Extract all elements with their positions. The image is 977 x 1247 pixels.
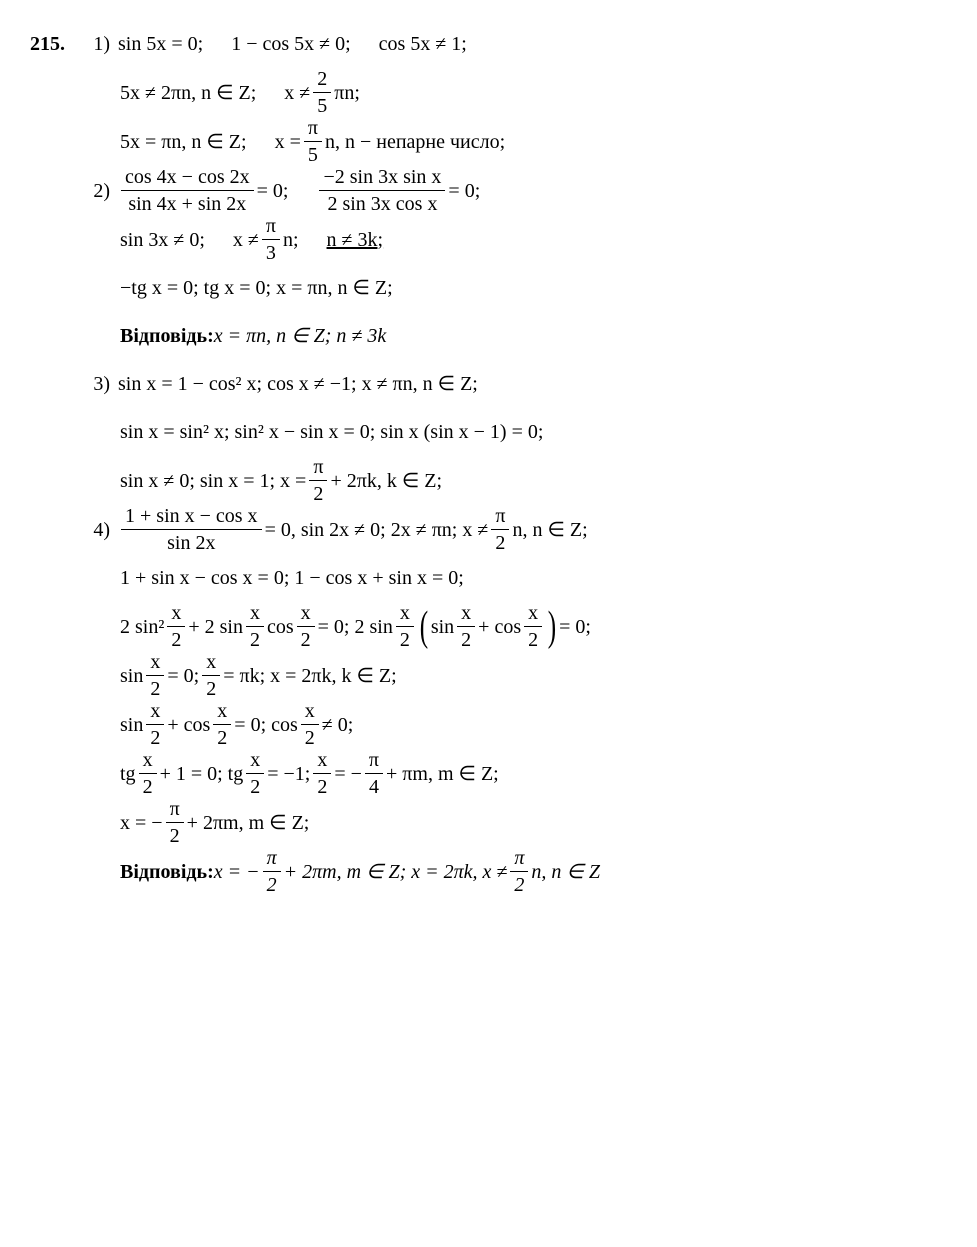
- answer-text: + 2πm, m ∈ Z; x = 2πk, x ≠: [284, 848, 508, 896]
- eq-underline: n ≠ 3k;: [327, 216, 384, 264]
- eq: + πm, m ∈ Z;: [386, 750, 499, 798]
- fraction: x2: [297, 602, 315, 651]
- p4-line5: sin x2 + cos x2 = 0; cos x2 ≠ 0;: [120, 700, 947, 749]
- eq: sin x = sin² x; sin² x − sin x = 0; sin …: [120, 408, 543, 456]
- p3-line2: sin x = sin² x; sin² x − sin x = 0; sin …: [120, 408, 947, 456]
- eq: = −1;: [267, 750, 310, 798]
- p3-line1: 3) sin x = 1 − cos² x; cos x ≠ −1; x ≠ π…: [80, 360, 947, 408]
- fraction: π2: [166, 798, 184, 847]
- fraction: π 2: [309, 456, 327, 505]
- eq: x =: [275, 118, 301, 166]
- p4-line6: tg x2 + 1 = 0; tg x2 = −1; x2 = − π4 + π…: [120, 749, 947, 798]
- fraction: π 2: [491, 505, 509, 554]
- fraction: x2: [396, 602, 414, 651]
- eq: tg: [120, 750, 136, 798]
- fraction: cos 4x − cos 2x sin 4x + sin 2x: [121, 166, 254, 215]
- p2-answer: Відповідь: x = πn, n ∈ Z; n ≠ 3k: [120, 312, 947, 360]
- eq: + 2πk, k ∈ Z;: [330, 457, 442, 505]
- fraction: π2: [263, 847, 281, 896]
- problem-number: 215.: [30, 20, 80, 68]
- eq: + 2πm, m ∈ Z;: [187, 799, 310, 847]
- eq: = 0;: [257, 167, 289, 215]
- eq: 1 + sin x − cos x = 0; 1 − cos x + sin x…: [120, 554, 464, 602]
- eq: sin 3x ≠ 0;: [120, 216, 205, 264]
- sub-num-3: 3): [80, 360, 110, 408]
- fraction: x2: [313, 749, 331, 798]
- fraction: π 3: [262, 215, 280, 264]
- eq: sin x = 1 − cos² x; cos x ≠ −1; x ≠ πn, …: [118, 360, 478, 408]
- eq: n;: [283, 216, 299, 264]
- fraction: x2: [202, 651, 220, 700]
- answer-text: x = −: [214, 848, 260, 896]
- fraction: x2: [524, 602, 542, 651]
- fraction: 1 + sin x − cos x sin 2x: [121, 505, 262, 554]
- eq: x ≠: [284, 69, 310, 117]
- p1-line2: 5x ≠ 2πn, n ∈ Z; x ≠ 2 5 πn;: [120, 68, 947, 117]
- p4-line1: 4) 1 + sin x − cos x sin 2x = 0, sin 2x …: [80, 505, 947, 554]
- eq: = 0; 2 sin: [318, 603, 393, 651]
- p4-line3: 2 sin² x2 + 2 sin x2 cos x2 = 0; 2 sin x…: [120, 602, 947, 651]
- answer-label: Відповідь:: [120, 312, 214, 360]
- fraction: −2 sin 3x sin x 2 sin 3x cos x: [319, 166, 445, 215]
- eq: = 0; cos: [234, 701, 298, 749]
- answer-text: n, n ∈ Z: [531, 848, 600, 896]
- eq: + cos: [167, 701, 210, 749]
- p1-line3: 5x = πn, n ∈ Z; x = π 5 n, n − непарне ч…: [120, 117, 947, 166]
- fraction: x2: [167, 602, 185, 651]
- eq: + cos: [478, 603, 521, 651]
- eq: + 2 sin: [188, 603, 243, 651]
- p2-line3: −tg x = 0; tg x = 0; x = πn, n ∈ Z;: [120, 264, 947, 312]
- eq: x ≠: [233, 216, 259, 264]
- eq: sin x ≠ 0; sin x = 1; x =: [120, 457, 306, 505]
- eq: = 0, sin 2x ≠ 0; 2x ≠ πn; x ≠: [265, 506, 489, 554]
- p1-line1: 215. 1) sin 5x = 0; 1 − cos 5x ≠ 0; cos …: [30, 20, 947, 68]
- p4-answer: Відповідь: x = − π2 + 2πm, m ∈ Z; x = 2π…: [120, 847, 947, 896]
- fraction: x2: [139, 749, 157, 798]
- fraction: x2: [246, 602, 264, 651]
- eq: n, n − непарне число;: [325, 118, 505, 166]
- eq: = 0;: [167, 652, 199, 700]
- eq: sin: [431, 603, 454, 651]
- eq: πn;: [334, 69, 360, 117]
- eq: 2 sin²: [120, 603, 164, 651]
- eq: = 0;: [448, 167, 480, 215]
- fraction: x2: [146, 651, 164, 700]
- eq: 1 − cos 5x ≠ 0;: [231, 20, 350, 68]
- fraction: π4: [365, 749, 383, 798]
- fraction: x2: [457, 602, 475, 651]
- eq: −tg x = 0; tg x = 0; x = πn, n ∈ Z;: [120, 264, 393, 312]
- fraction: x2: [301, 700, 319, 749]
- eq: + 1 = 0; tg: [160, 750, 244, 798]
- fraction: π 5: [304, 117, 322, 166]
- eq: ≠ 0;: [322, 701, 354, 749]
- p2-line2: sin 3x ≠ 0; x ≠ π 3 n; n ≠ 3k;: [120, 215, 947, 264]
- p2-line1: 2) cos 4x − cos 2x sin 4x + sin 2x = 0; …: [80, 166, 947, 215]
- fraction: x2: [246, 749, 264, 798]
- eq: 5x ≠ 2πn, n ∈ Z;: [120, 69, 256, 117]
- eq: sin: [120, 701, 143, 749]
- eq: cos: [267, 603, 294, 651]
- answer-text: x = πn, n ∈ Z; n ≠ 3k: [214, 312, 386, 360]
- fraction: π2: [510, 847, 528, 896]
- sub-num-4: 4): [80, 506, 110, 554]
- fraction: x2: [146, 700, 164, 749]
- eq: cos 5x ≠ 1;: [379, 20, 467, 68]
- eq: sin 5x = 0;: [118, 20, 203, 68]
- eq: 5x = πn, n ∈ Z;: [120, 118, 247, 166]
- p4-line4: sin x2 = 0; x2 = πk; x = 2πk, k ∈ Z;: [120, 651, 947, 700]
- p4-line2: 1 + sin x − cos x = 0; 1 − cos x + sin x…: [120, 554, 947, 602]
- p3-line3: sin x ≠ 0; sin x = 1; x = π 2 + 2πk, k ∈…: [120, 456, 947, 505]
- sub-num-2: 2): [80, 167, 110, 215]
- eq: x = −: [120, 799, 163, 847]
- p4-line7: x = − π2 + 2πm, m ∈ Z;: [120, 798, 947, 847]
- eq: = −: [334, 750, 362, 798]
- sub-num-1: 1): [80, 20, 110, 68]
- fraction: 2 5: [313, 68, 331, 117]
- answer-label: Відповідь:: [120, 848, 214, 896]
- eq: sin: [120, 652, 143, 700]
- eq: = πk; x = 2πk, k ∈ Z;: [223, 652, 397, 700]
- eq: = 0;: [559, 603, 591, 651]
- eq: n, n ∈ Z;: [512, 506, 587, 554]
- fraction: x2: [213, 700, 231, 749]
